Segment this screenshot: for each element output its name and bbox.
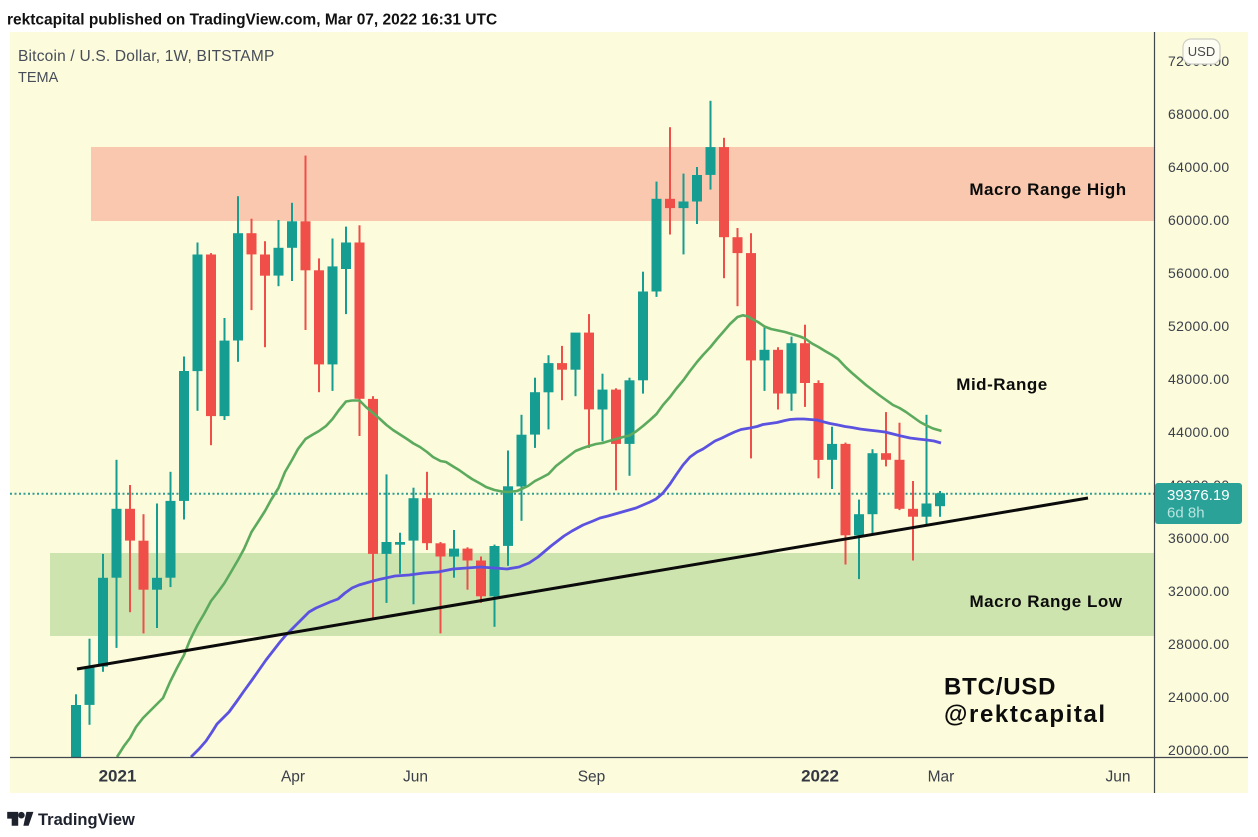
svg-text:48000.00: 48000.00 — [1168, 371, 1230, 387]
svg-text:2021: 2021 — [99, 767, 137, 786]
svg-text:TEMA: TEMA — [18, 70, 59, 86]
svg-text:20000.00: 20000.00 — [1168, 742, 1230, 758]
svg-text:2022: 2022 — [801, 767, 839, 786]
svg-text:60000.00: 60000.00 — [1168, 212, 1230, 228]
svg-text:64000.00: 64000.00 — [1168, 159, 1230, 175]
svg-text:44000.00: 44000.00 — [1168, 424, 1230, 440]
svg-text:28000.00: 28000.00 — [1168, 636, 1230, 652]
svg-text:USD: USD — [1188, 44, 1215, 59]
svg-text:68000.00: 68000.00 — [1168, 106, 1230, 122]
svg-text:Bitcoin / U.S. Dollar, 1W, BIT: Bitcoin / U.S. Dollar, 1W, BITSTAMP — [18, 48, 275, 65]
svg-text:Mar: Mar — [928, 769, 955, 786]
svg-text:Jun: Jun — [1106, 769, 1131, 786]
svg-text:56000.00: 56000.00 — [1168, 265, 1230, 281]
svg-text:32000.00: 32000.00 — [1168, 583, 1230, 599]
svg-text:Jun: Jun — [403, 769, 428, 786]
svg-text:36000.00: 36000.00 — [1168, 530, 1230, 546]
svg-text:39376.19: 39376.19 — [1167, 487, 1230, 504]
svg-text:Apr: Apr — [281, 769, 305, 786]
svg-text:TradingView: TradingView — [38, 811, 135, 829]
svg-text:Mid-Range: Mid-Range — [956, 375, 1047, 394]
svg-text:rektcapital published on Tradi: rektcapital published on TradingView.com… — [7, 12, 497, 29]
svg-text:BTC/USD: BTC/USD — [944, 674, 1056, 701]
svg-text:Macro Range High: Macro Range High — [969, 180, 1126, 199]
svg-text:Sep: Sep — [578, 769, 606, 786]
svg-text:@rektcapital: @rektcapital — [944, 701, 1107, 728]
svg-text:24000.00: 24000.00 — [1168, 689, 1230, 705]
svg-text:Macro Range Low: Macro Range Low — [970, 592, 1123, 611]
svg-text:52000.00: 52000.00 — [1168, 318, 1230, 334]
svg-text:6d 8h: 6d 8h — [1167, 505, 1205, 522]
